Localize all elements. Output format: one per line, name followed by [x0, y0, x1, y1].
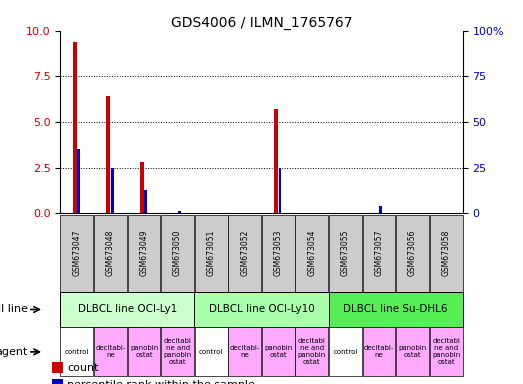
Text: GSM673056: GSM673056 [408, 229, 417, 276]
FancyBboxPatch shape [195, 215, 228, 291]
Text: decitabi
ne and
panobin
ostat: decitabi ne and panobin ostat [298, 338, 326, 365]
FancyBboxPatch shape [429, 215, 462, 291]
FancyBboxPatch shape [262, 215, 295, 291]
FancyBboxPatch shape [328, 291, 463, 328]
FancyBboxPatch shape [429, 328, 462, 376]
FancyBboxPatch shape [329, 215, 362, 291]
FancyBboxPatch shape [228, 328, 261, 376]
Text: GSM673053: GSM673053 [274, 229, 283, 276]
FancyBboxPatch shape [94, 328, 127, 376]
Text: DLBCL line Su-DHL6: DLBCL line Su-DHL6 [344, 305, 448, 314]
Bar [274, 109, 278, 213]
FancyBboxPatch shape [195, 291, 328, 328]
FancyBboxPatch shape [362, 215, 395, 291]
Text: decitabi
ne and
panobin
ostat: decitabi ne and panobin ostat [164, 338, 192, 365]
Bar [73, 42, 76, 213]
Text: count: count [67, 363, 99, 373]
FancyBboxPatch shape [295, 215, 328, 291]
FancyBboxPatch shape [329, 328, 362, 376]
FancyBboxPatch shape [396, 215, 429, 291]
Text: GSM673051: GSM673051 [207, 229, 215, 276]
FancyBboxPatch shape [94, 215, 127, 291]
Text: GSM673055: GSM673055 [341, 229, 350, 276]
Bar [52, 362, 63, 373]
Text: GSM673052: GSM673052 [240, 229, 249, 276]
Text: GSM673058: GSM673058 [441, 229, 451, 276]
Text: cell line: cell line [0, 305, 28, 314]
Text: GSM673054: GSM673054 [308, 229, 316, 276]
FancyBboxPatch shape [128, 328, 161, 376]
Text: decitabi-
ne: decitabi- ne [364, 345, 394, 358]
Bar [111, 168, 113, 213]
FancyBboxPatch shape [362, 328, 395, 376]
Bar [52, 379, 63, 384]
Bar [106, 96, 110, 213]
Text: GSM673048: GSM673048 [106, 229, 115, 276]
Bar [77, 149, 80, 213]
Text: decitabi-
ne: decitabi- ne [230, 345, 260, 358]
FancyBboxPatch shape [161, 328, 194, 376]
Text: panobin
ostat: panobin ostat [399, 345, 427, 358]
FancyBboxPatch shape [128, 215, 161, 291]
Bar [178, 212, 180, 213]
FancyBboxPatch shape [396, 328, 429, 376]
Text: control: control [199, 349, 223, 355]
Bar [140, 162, 144, 213]
Text: decitabi-
ne: decitabi- ne [95, 345, 126, 358]
FancyBboxPatch shape [60, 291, 195, 328]
Text: panobin
ostat: panobin ostat [264, 345, 292, 358]
Title: GDS4006 / ILMN_1765767: GDS4006 / ILMN_1765767 [170, 16, 353, 30]
Text: control: control [333, 349, 358, 355]
Text: agent: agent [0, 347, 28, 357]
Bar [144, 190, 147, 213]
FancyBboxPatch shape [161, 215, 194, 291]
Text: DLBCL line OCI-Ly1: DLBCL line OCI-Ly1 [77, 305, 177, 314]
Text: percentile rank within the sample: percentile rank within the sample [67, 380, 255, 384]
Text: decitabi
ne and
panobin
ostat: decitabi ne and panobin ostat [432, 338, 460, 365]
FancyBboxPatch shape [61, 215, 94, 291]
Bar [379, 206, 382, 213]
Text: GSM673057: GSM673057 [374, 229, 383, 276]
FancyBboxPatch shape [61, 328, 94, 376]
FancyBboxPatch shape [228, 215, 261, 291]
Bar [279, 168, 281, 213]
FancyBboxPatch shape [295, 328, 328, 376]
Text: GSM673049: GSM673049 [140, 229, 149, 276]
FancyBboxPatch shape [262, 328, 295, 376]
Text: GSM673047: GSM673047 [72, 229, 82, 276]
Text: GSM673050: GSM673050 [173, 229, 182, 276]
Text: DLBCL line OCI-Ly10: DLBCL line OCI-Ly10 [209, 305, 314, 314]
Text: panobin
ostat: panobin ostat [130, 345, 158, 358]
FancyBboxPatch shape [195, 328, 228, 376]
Text: control: control [65, 349, 89, 355]
